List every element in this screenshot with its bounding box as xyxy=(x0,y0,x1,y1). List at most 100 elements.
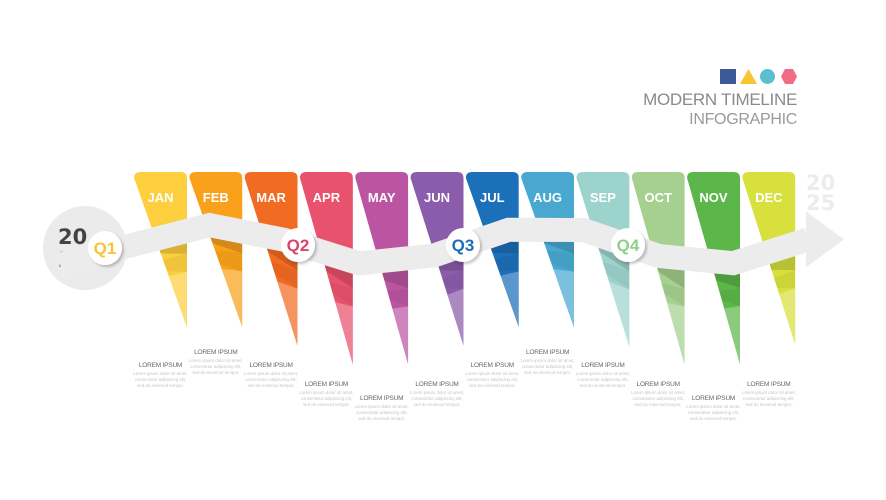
column-shade-band xyxy=(742,252,796,271)
month-label: MAY xyxy=(368,190,396,205)
column-mid-band xyxy=(687,287,740,306)
note-body: Lorem ipsum dolor sit amet, consectetur … xyxy=(520,358,575,375)
briefcase-icon xyxy=(484,294,500,307)
quarter-label: Q4 xyxy=(617,236,640,255)
note-body: Lorem ipsum dolor sit amet, consectetur … xyxy=(188,358,243,375)
column-light-band xyxy=(134,271,187,328)
note-block: LOREM IPSUM Lorem ipsum dolor sit amet, c… xyxy=(686,395,742,422)
note-block: LOREM IPSUM Lorem ipsum dolor sit amet, c… xyxy=(409,381,465,408)
note-body: Lorem ipsum dolor sit amet, consectetur … xyxy=(575,371,630,388)
month-column-aug: AUG xyxy=(521,172,575,329)
note-body: Lorem ipsum dolor sit amet, consectetur … xyxy=(299,390,354,407)
month-label: AUG xyxy=(533,190,562,205)
note-title: LOREM IPSUM xyxy=(691,395,736,402)
infographic-subtitle: INFOGRAPHIC xyxy=(689,111,797,128)
lightbulb-icon xyxy=(155,292,166,309)
column-body xyxy=(521,172,575,329)
column-mid-band xyxy=(521,251,575,272)
month-label: FEB xyxy=(203,190,229,205)
note-block: LOREM IPSUM Lorem ipsum dolor sit amet, c… xyxy=(243,362,299,389)
note-body: Lorem ipsum dolor sit amet, consectetur … xyxy=(409,390,465,407)
note-block: LOREM IPSUM Lorem ipsum dolor sit amet, c… xyxy=(188,349,244,376)
column-shade-band xyxy=(244,235,298,271)
note-title: LOREM IPSUM xyxy=(525,349,570,356)
logo-circle xyxy=(760,69,775,84)
note-block: LOREM IPSUM Lorem ipsum dolor sit amet, c… xyxy=(630,381,686,408)
arrow-head-icon xyxy=(806,211,844,268)
note-body: Lorem ipsum dolor sit amet, consectetur … xyxy=(741,390,796,407)
note-body: Lorem ipsum dolor sit amet, consectetur … xyxy=(133,371,188,388)
column-body xyxy=(631,172,685,366)
quarter-marker-q1: Q1 xyxy=(88,231,122,265)
note-body: Lorem ipsum dolor sit amet, consectetur … xyxy=(244,371,299,388)
end-year-bottom: 25 xyxy=(806,191,835,215)
note-body: Lorem ipsum dolor sit amet, consectetur … xyxy=(465,371,520,388)
month-column-apr: APR xyxy=(299,172,353,366)
column-body xyxy=(299,172,353,366)
note-title: LOREM IPSUM xyxy=(581,362,625,369)
note-block: LOREM IPSUM Lorem ipsum dolor sit amet, c… xyxy=(133,362,189,389)
column-light-band xyxy=(687,305,740,365)
chat-bubbles-icon xyxy=(374,324,390,341)
note-title: LOREM IPSUM xyxy=(304,381,349,388)
column-light-band xyxy=(355,306,409,365)
monitor-icon xyxy=(650,315,666,329)
note-block: LOREM IPSUM Lorem ipsum dolor sit amet, c… xyxy=(354,395,410,422)
month-label: DEC xyxy=(755,190,783,205)
month-column-jul: JUL xyxy=(465,172,519,328)
column-mid-band xyxy=(742,270,796,289)
column-light-band xyxy=(576,272,630,348)
note-block: LOREM IPSUM Lorem ipsum dolor sit amet, c… xyxy=(520,349,576,376)
quarter-label: Q2 xyxy=(287,236,310,255)
magnifier-icon xyxy=(598,293,607,309)
note-title: LOREM IPSUM xyxy=(138,362,183,369)
note-title: LOREM IPSUM xyxy=(249,362,293,369)
note-body: Lorem ipsum dolor sit amet, consectetur … xyxy=(686,404,741,421)
logo-shapes xyxy=(720,69,797,84)
column-shade-band xyxy=(576,236,630,272)
quarter-marker-q3: Q3 xyxy=(446,228,480,262)
month-column-sep: SEP xyxy=(576,172,630,348)
month-label: JUL xyxy=(480,190,505,205)
month-label: APR xyxy=(313,190,341,205)
month-label: SEP xyxy=(590,190,616,205)
world-map-icon xyxy=(762,313,776,327)
note-body: Lorem ipsum dolor sit amet, consectetur … xyxy=(354,404,409,421)
column-body xyxy=(244,172,298,347)
head-idea-icon xyxy=(540,283,556,298)
infographic-title: MODERN TIMELINE xyxy=(643,90,797,109)
start-year-top: 20 xyxy=(58,225,87,249)
column-body xyxy=(465,172,519,328)
logo-triangle xyxy=(740,69,757,84)
month-label: NOV xyxy=(699,190,728,205)
note-title: LOREM IPSUM xyxy=(636,381,681,388)
note-title: LOREM IPSUM xyxy=(194,349,238,356)
column-body xyxy=(189,172,243,328)
logo-hexagon xyxy=(781,69,797,84)
column-mid-band xyxy=(134,253,187,272)
column-light-band xyxy=(742,288,796,346)
end-year-top: 20 xyxy=(806,171,835,195)
note-title: LOREM IPSUM xyxy=(470,362,515,369)
quarter-marker-q4: Q4 xyxy=(611,228,645,262)
logo-square xyxy=(720,69,736,84)
bar-chart-icon xyxy=(210,285,222,297)
month-label: OCT xyxy=(644,190,672,205)
pie-chart-icon xyxy=(319,314,333,328)
column-mid-band xyxy=(244,253,298,289)
month-column-jan: JAN xyxy=(134,172,187,328)
note-title: LOREM IPSUM xyxy=(360,395,404,402)
gear-icon xyxy=(430,313,444,328)
column-light-band xyxy=(410,288,464,347)
month-label: MAR xyxy=(256,190,286,205)
note-block: LOREM IPSUM Lorem ipsum dolor sit amet, c… xyxy=(298,381,354,408)
globe-icon xyxy=(264,294,278,309)
note-title: LOREM IPSUM xyxy=(747,381,791,388)
column-body xyxy=(576,172,630,348)
note-block: LOREM IPSUM Lorem ipsum dolor sit amet, c… xyxy=(575,362,631,389)
column-mid-band xyxy=(576,254,630,290)
column-mid-band xyxy=(410,270,464,289)
quarter-marker-q2: Q2 xyxy=(281,228,315,262)
